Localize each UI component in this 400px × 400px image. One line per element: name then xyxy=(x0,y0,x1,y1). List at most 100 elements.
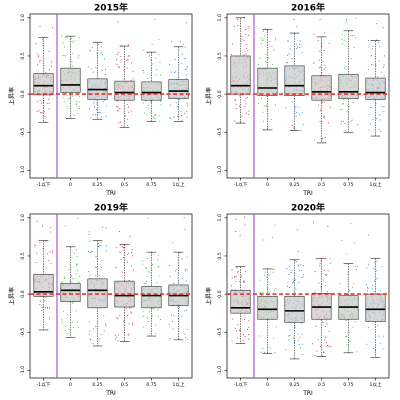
data-point xyxy=(127,59,129,61)
data-point xyxy=(258,335,260,337)
data-point xyxy=(351,287,353,289)
data-point xyxy=(103,315,105,317)
data-point xyxy=(330,345,332,348)
data-point xyxy=(152,63,154,65)
data-point xyxy=(244,224,246,226)
data-point xyxy=(150,111,152,113)
data-point xyxy=(95,66,97,68)
data-point xyxy=(48,259,50,262)
data-point xyxy=(298,281,300,283)
data-point xyxy=(71,65,73,67)
data-point xyxy=(319,50,321,52)
data-point xyxy=(349,289,351,291)
data-point xyxy=(157,254,159,256)
data-point xyxy=(117,109,119,111)
data-point xyxy=(342,121,344,123)
x-tick-label: 0.25 xyxy=(289,382,299,388)
data-point xyxy=(105,115,107,117)
data-point xyxy=(296,260,298,263)
box-body xyxy=(230,55,251,95)
data-point xyxy=(287,54,289,56)
data-point xyxy=(324,274,326,276)
data-point xyxy=(323,269,325,271)
data-point xyxy=(340,123,342,125)
data-point xyxy=(96,52,98,54)
data-point xyxy=(77,217,79,220)
data-point xyxy=(104,73,107,75)
data-point xyxy=(168,265,170,267)
data-point xyxy=(325,284,327,286)
data-point xyxy=(95,256,97,258)
data-point xyxy=(322,279,324,281)
data-point xyxy=(126,254,128,256)
data-point xyxy=(294,260,297,262)
data-point xyxy=(36,261,38,264)
data-point xyxy=(293,281,295,283)
data-point xyxy=(181,62,183,64)
box-body xyxy=(284,296,305,323)
data-point xyxy=(322,61,324,63)
chart-panel-0: 2015年 -1.0 -0.5 0.0 0.5 1.0 上昇率 -1以下 0 0.25 0.5 0.7… xyxy=(8,2,193,197)
data-point xyxy=(157,316,159,318)
data-point xyxy=(329,106,331,108)
data-point xyxy=(239,235,241,237)
data-point xyxy=(50,262,52,264)
data-point xyxy=(116,59,118,61)
data-point xyxy=(48,98,50,100)
box-5 xyxy=(168,251,189,341)
data-point xyxy=(235,103,237,105)
data-point xyxy=(357,124,359,126)
data-point xyxy=(366,286,369,288)
data-point xyxy=(75,263,77,265)
data-point xyxy=(181,258,183,260)
data-point xyxy=(130,311,132,313)
data-point xyxy=(51,250,53,252)
data-point xyxy=(101,259,103,262)
data-point xyxy=(370,55,373,57)
data-point xyxy=(187,65,189,67)
data-point xyxy=(132,78,134,80)
data-point xyxy=(181,53,183,55)
data-point xyxy=(178,306,181,309)
box-1 xyxy=(257,28,278,131)
data-point xyxy=(40,112,42,114)
data-point xyxy=(41,112,43,114)
data-point xyxy=(159,61,161,63)
data-point xyxy=(61,319,63,321)
data-point xyxy=(345,319,347,322)
data-point xyxy=(301,52,303,54)
data-point xyxy=(367,290,369,292)
data-point xyxy=(71,277,73,279)
data-point xyxy=(98,246,100,248)
data-point xyxy=(354,35,356,37)
data-point xyxy=(263,128,265,130)
data-point xyxy=(272,236,274,238)
data-point xyxy=(99,111,101,114)
data-point xyxy=(71,256,73,258)
data-point xyxy=(147,104,149,106)
x-tick-label: 0.5 xyxy=(318,382,325,388)
data-point xyxy=(151,315,153,317)
data-point xyxy=(76,270,79,272)
plot-frame xyxy=(226,213,390,379)
plot-frame xyxy=(29,13,193,179)
data-point xyxy=(149,272,151,274)
data-point xyxy=(149,59,152,61)
data-point xyxy=(118,122,120,124)
box-body xyxy=(60,283,81,303)
data-point xyxy=(343,99,345,101)
data-point xyxy=(235,218,237,220)
data-point xyxy=(347,273,349,275)
data-point xyxy=(186,103,188,105)
data-point xyxy=(181,114,183,116)
data-point xyxy=(260,351,263,353)
data-point xyxy=(67,333,69,335)
data-point xyxy=(297,265,299,267)
data-point xyxy=(231,277,233,279)
data-point xyxy=(376,261,378,263)
data-point xyxy=(170,275,172,278)
data-point xyxy=(95,109,97,111)
data-point xyxy=(172,321,174,323)
data-point xyxy=(321,137,323,139)
data-point xyxy=(179,252,181,254)
